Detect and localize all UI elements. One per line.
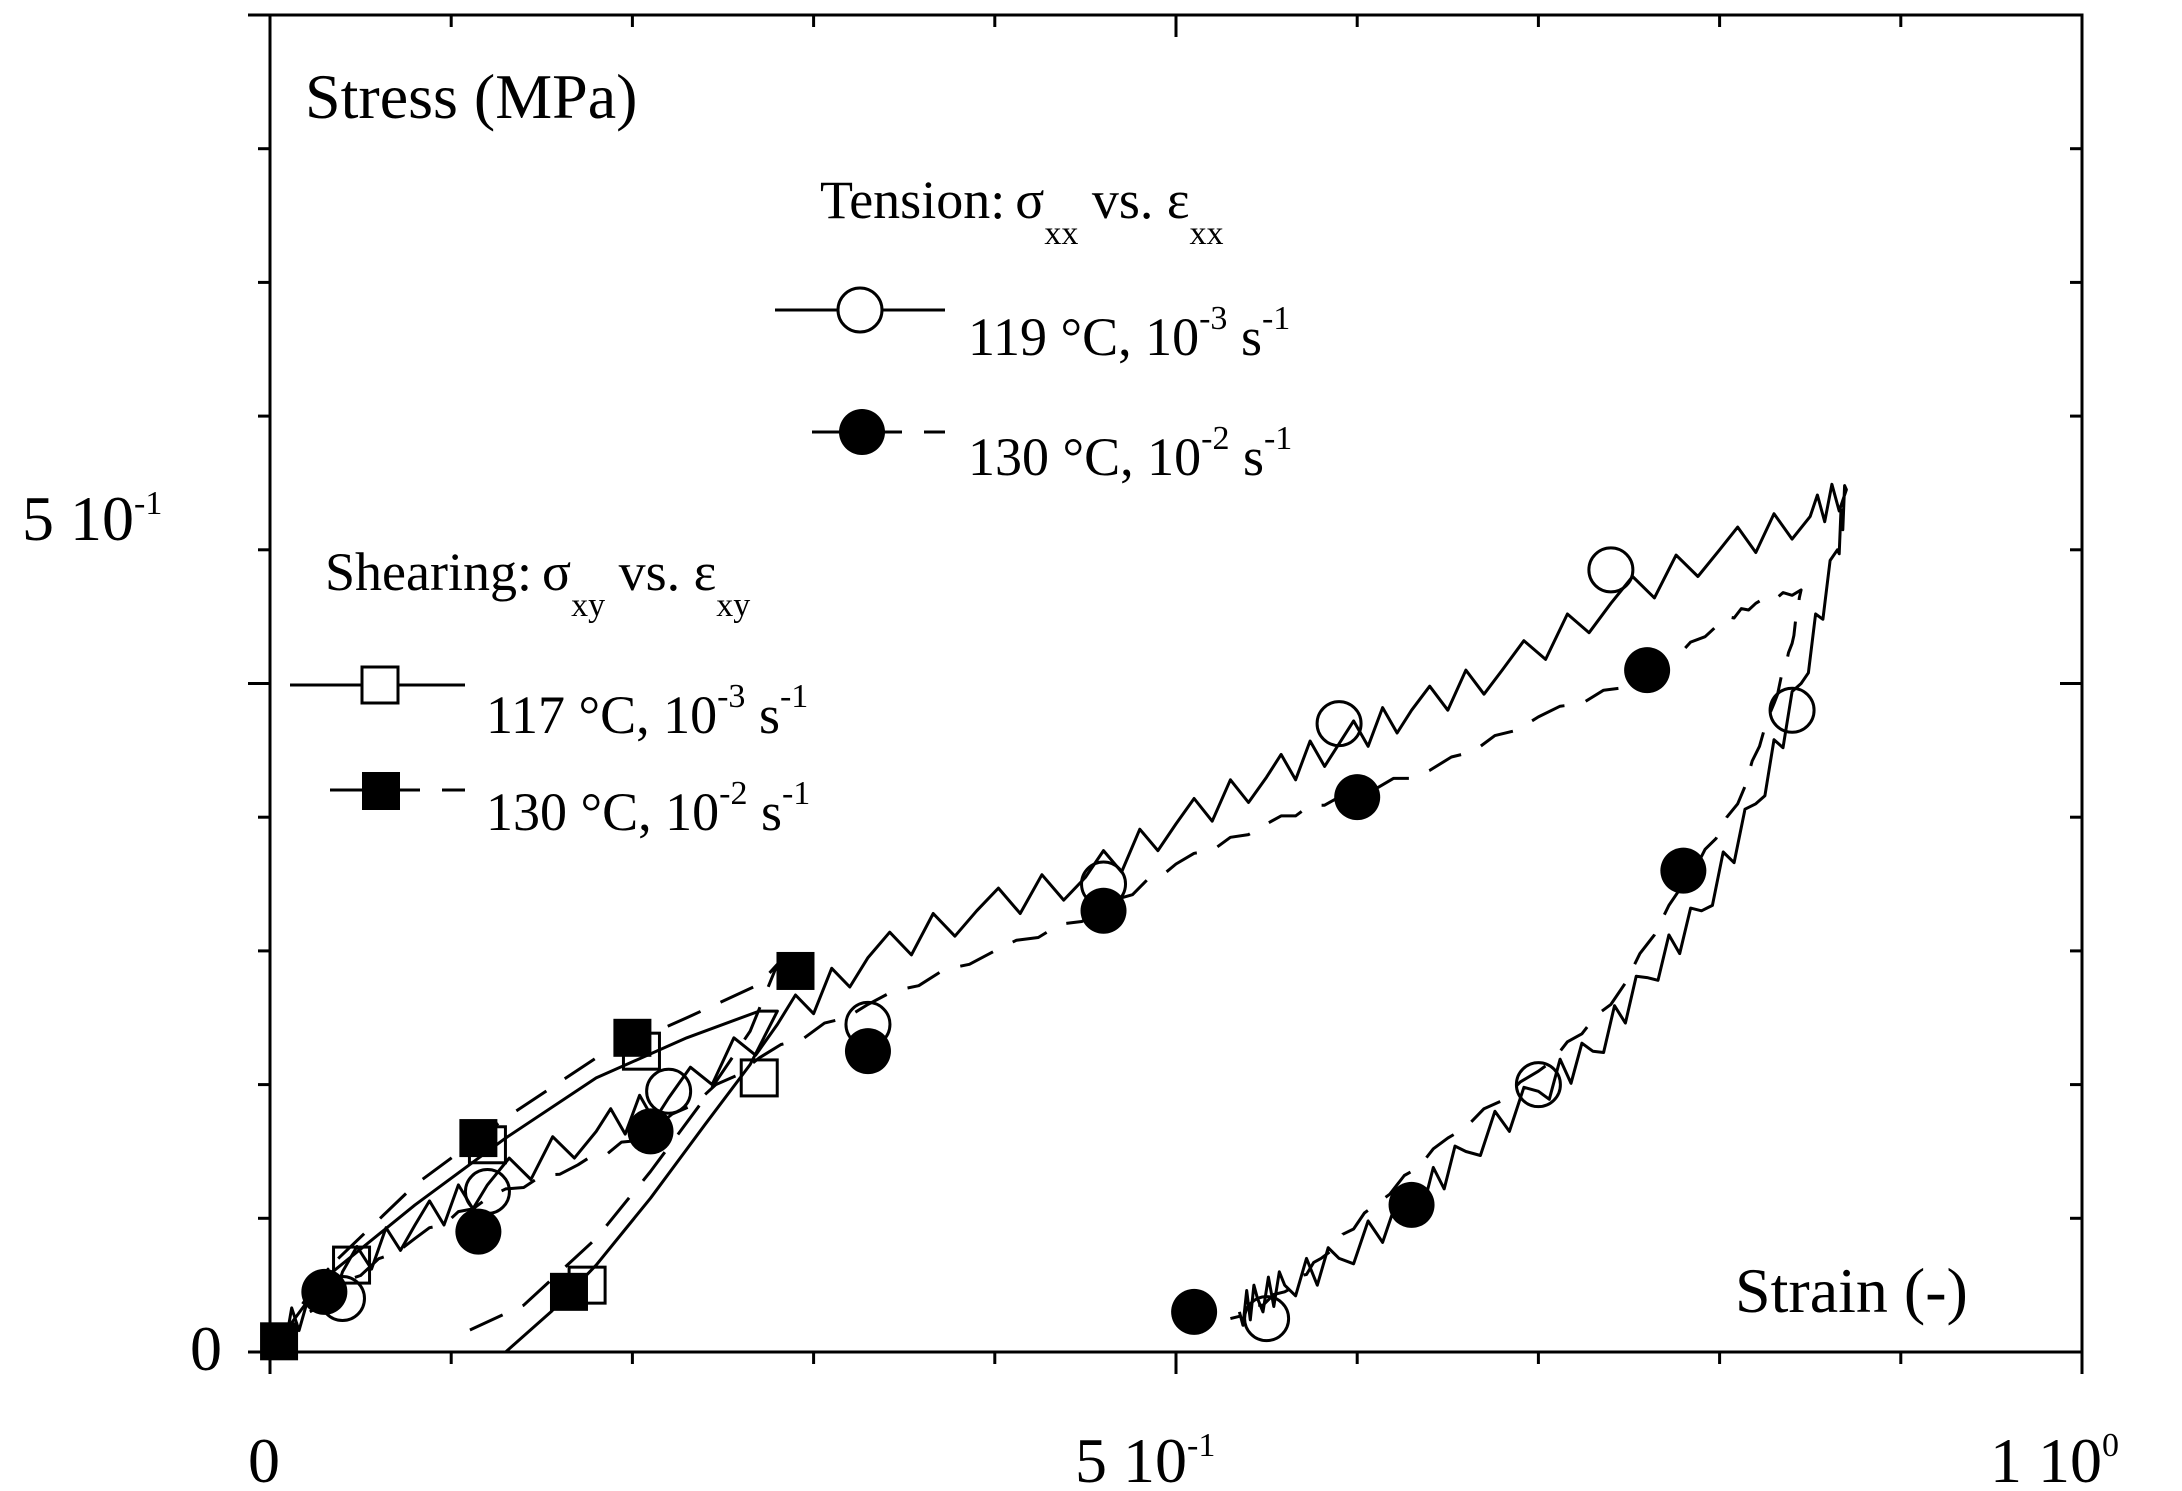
data-point-filled-square <box>549 1272 588 1311</box>
data-point-open-circle <box>1587 546 1635 594</box>
x-tick-label-2: 1 100 <box>1990 1425 2119 1491</box>
marker-layer <box>260 546 1816 1361</box>
axis-ticks <box>248 13 2084 1374</box>
data-point-filled-square <box>613 1018 652 1057</box>
legend-label-tension-119: 119 °C, 10-3 s-1 <box>968 300 1290 367</box>
legend-tension: Tension: σxx vs. εxx 119 °C, 10-3 s-1 130… <box>775 170 1292 487</box>
data-point-open-circle <box>1315 700 1363 748</box>
series-line-3 <box>268 962 779 1353</box>
data-point-filled-circle <box>301 1268 348 1315</box>
data-point-filled-circle <box>844 1028 891 1075</box>
data-point-open-circle <box>1243 1295 1291 1343</box>
legend-label-tension-130: 130 °C, 10-2 s-1 <box>968 420 1292 487</box>
data-point-open-square <box>739 1058 779 1098</box>
data-point-filled-square <box>459 1119 498 1158</box>
data-point-filled-square <box>260 1322 299 1361</box>
legend-label-shearing-130: 130 °C, 10-2 s-1 <box>486 775 810 842</box>
series-line-0 <box>268 482 1848 1353</box>
y-tick-label-0: 0 <box>190 1313 222 1384</box>
series-line-2 <box>268 1009 779 1354</box>
series-layer <box>268 482 1848 1354</box>
legend-shearing-title: Shearing: σxy vs. εxy <box>325 542 750 624</box>
data-point-filled-circle <box>1171 1288 1218 1335</box>
legend-shearing: Shearing: σxy vs. εxy 117 °C, 10-3 s-1 13… <box>290 542 810 842</box>
y-tick-label-1: 5 10-1 <box>22 483 162 554</box>
legend-marker-filled-circle <box>839 409 885 455</box>
y-axis-label: Stress (MPa) <box>305 61 637 132</box>
data-point-filled-circle <box>627 1108 674 1155</box>
data-point-open-square <box>332 1245 372 1285</box>
x-tick-label-1: 5 10-1 <box>1075 1425 1215 1491</box>
data-point-filled-square <box>776 951 815 990</box>
data-point-filled-circle <box>455 1208 502 1255</box>
legend-label-shearing-117: 117 °C, 10-3 s-1 <box>486 678 808 745</box>
data-point-open-circle <box>1768 686 1816 734</box>
x-axis-label: Strain (-) <box>1735 1255 1968 1326</box>
data-point-filled-circle <box>1660 847 1707 894</box>
data-point-filled-circle <box>1334 774 1381 821</box>
legend-tension-title: Tension: σxx vs. εxx <box>820 170 1224 252</box>
x-tick-label-0: 0 <box>248 1425 280 1491</box>
legend-marker-open-square <box>360 665 400 705</box>
data-point-open-circle <box>645 1067 693 1115</box>
legend-marker-filled-square <box>362 772 400 810</box>
data-point-filled-circle <box>1080 887 1127 934</box>
legend-marker-open-circle <box>836 286 884 334</box>
data-point-open-circle <box>1514 1061 1562 1109</box>
data-point-filled-circle <box>1388 1181 1435 1228</box>
data-point-filled-circle <box>1624 647 1671 694</box>
